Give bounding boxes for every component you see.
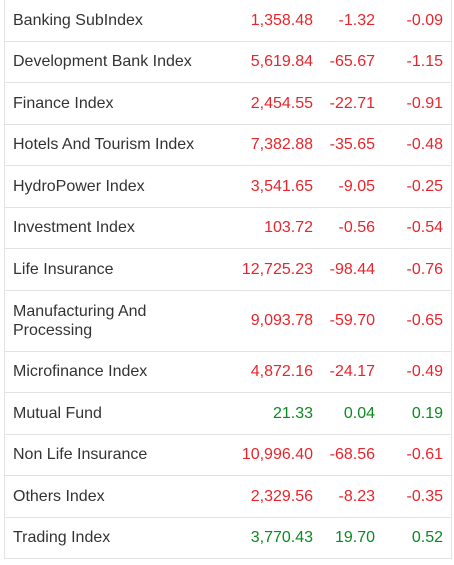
index-name: Mutual Fund: [13, 404, 102, 422]
table-row[interactable]: Hotels And Tourism Index 7,382.88 -35.65…: [5, 125, 451, 166]
index-change: -9.05: [338, 177, 375, 195]
index-name: Trading Index: [13, 529, 111, 547]
table-row[interactable]: Banking SubIndex 1,358.48 -1.32 -0.09: [5, 0, 451, 42]
index-name: Finance Index: [13, 94, 114, 112]
index-change: 0.04: [343, 404, 375, 422]
index-value: 9,093.78: [250, 312, 313, 329]
index-value: 2,454.55: [250, 94, 313, 112]
index-value: 4,872.16: [250, 363, 313, 381]
index-name: Manufacturing And Processing: [13, 302, 147, 339]
index-value: 103.72: [264, 219, 313, 237]
table-row[interactable]: Trading Index 3,770.43 19.70 0.52: [5, 518, 451, 559]
index-change: -22.71: [329, 94, 375, 112]
index-value: 5,619.84: [250, 53, 313, 71]
sub-index-table: Banking SubIndex 1,358.48 -1.32 -0.09 De…: [4, 0, 452, 559]
index-percent-change: -0.65: [406, 312, 443, 329]
table-row[interactable]: Manufacturing And Processing 9,093.78 -5…: [5, 291, 451, 352]
table-row[interactable]: HydroPower Index 3,541.65 -9.05 -0.25: [5, 166, 451, 208]
index-value: 12,725.23: [241, 260, 313, 278]
table-row[interactable]: Life Insurance 12,725.23 -98.44 -0.76: [5, 249, 451, 291]
index-value: 3,541.65: [250, 177, 313, 195]
index-name: Others Index: [13, 487, 105, 505]
index-percent-change: -0.76: [406, 260, 443, 278]
index-name: Development Bank Index: [13, 53, 192, 71]
index-change: -65.67: [329, 53, 375, 71]
table-row[interactable]: Finance Index 2,454.55 -22.71 -0.91: [5, 83, 451, 125]
table-row[interactable]: Microfinance Index 4,872.16 -24.17 -0.49: [5, 352, 451, 393]
index-name: Banking SubIndex: [13, 11, 143, 29]
index-percent-change: -0.48: [406, 136, 443, 154]
index-name: HydroPower Index: [13, 177, 145, 195]
index-percent-change: -1.15: [406, 53, 443, 71]
index-change: -59.70: [329, 312, 375, 329]
index-change: -0.56: [338, 219, 375, 237]
index-value: 7,382.88: [250, 136, 313, 154]
index-change: -98.44: [329, 260, 375, 278]
index-value: 2,329.56: [250, 487, 313, 505]
index-percent-change: -0.35: [406, 487, 443, 505]
index-change: 19.70: [334, 529, 375, 547]
index-percent-change: -0.61: [406, 446, 443, 464]
index-change: -8.23: [338, 487, 375, 505]
table-row[interactable]: Others Index 2,329.56 -8.23 -0.35: [5, 476, 451, 518]
index-percent-change: -0.54: [406, 219, 443, 237]
index-percent-change: 0.52: [411, 529, 443, 547]
index-name: Non Life Insurance: [13, 446, 148, 464]
index-percent-change: -0.25: [406, 177, 443, 195]
index-change: -1.32: [338, 11, 375, 29]
table-row[interactable]: Mutual Fund 21.33 0.04 0.19: [5, 393, 451, 435]
index-value: 1,358.48: [250, 11, 313, 29]
index-change: -68.56: [329, 446, 375, 464]
index-percent-change: -0.91: [406, 94, 443, 112]
index-name: Hotels And Tourism Index: [13, 136, 195, 154]
index-name: Life Insurance: [13, 260, 114, 278]
table-row[interactable]: Non Life Insurance 10,996.40 -68.56 -0.6…: [5, 435, 451, 476]
index-name: Microfinance Index: [13, 363, 148, 381]
index-percent-change: 0.19: [411, 404, 443, 422]
index-value: 21.33: [272, 404, 313, 422]
index-percent-change: -0.09: [406, 11, 443, 29]
index-percent-change: -0.49: [406, 363, 443, 381]
index-value: 3,770.43: [250, 529, 313, 547]
index-change: -24.17: [329, 363, 375, 381]
index-value: 10,996.40: [241, 446, 313, 464]
table-row[interactable]: Development Bank Index 5,619.84 -65.67 -…: [5, 42, 451, 83]
table-row[interactable]: Investment Index 103.72 -0.56 -0.54: [5, 208, 451, 249]
index-change: -35.65: [329, 136, 375, 154]
index-name: Investment Index: [13, 219, 135, 237]
